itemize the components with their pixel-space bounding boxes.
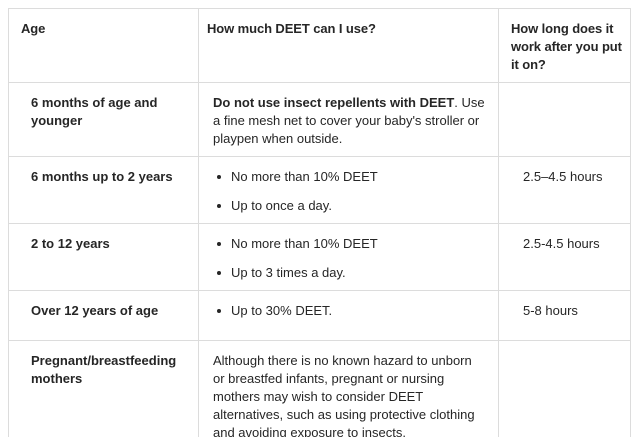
bullet-text: Up to 3 times a day.: [231, 265, 346, 280]
list-item: Up to 30% DEET.: [213, 302, 485, 320]
usage-bullet-list: No more than 10% DEET Up to 3 times a da…: [213, 235, 485, 282]
bullet-icon: [217, 271, 221, 275]
usage-warning-rest: . Use a fine mesh net to cover your baby…: [213, 95, 485, 146]
age-cell: Over 12 years of age: [8, 290, 199, 341]
duration-cell-empty: [498, 82, 631, 157]
column-header-duration: How long does it work after you put it o…: [498, 8, 631, 83]
table-row-infants: 6 months of age and younger Do not use i…: [8, 82, 631, 157]
bullet-text: No more than 10% DEET: [231, 169, 378, 184]
usage-cell: Do not use insect repellents with DEET. …: [198, 82, 499, 157]
usage-bullet-list: Up to 30% DEET.: [213, 302, 485, 320]
list-item: Up to 3 times a day.: [213, 264, 485, 282]
bullet-icon: [217, 242, 221, 246]
usage-warning-bold: Do not use insect repellents with DEET: [213, 95, 455, 110]
bullet-icon: [217, 309, 221, 313]
duration-cell: 5-8 hours: [498, 290, 631, 341]
list-item: No more than 10% DEET: [213, 168, 485, 186]
table-row-6mo-2yr: 6 months up to 2 years No more than 10% …: [8, 156, 631, 224]
header-row: Age How much DEET can I use? How long do…: [8, 8, 631, 83]
age-cell: 6 months up to 2 years: [8, 156, 199, 224]
column-header-age: Age: [8, 8, 199, 83]
duration-cell: 2.5–4.5 hours: [498, 156, 631, 224]
usage-cell: Although there is no known hazard to unb…: [198, 340, 499, 437]
duration-cell-empty: [498, 340, 631, 437]
bullet-icon: [217, 175, 221, 179]
table-row-over-12yr: Over 12 years of age Up to 30% DEET. 5-8…: [8, 290, 631, 341]
usage-cell: No more than 10% DEET Up to once a day.: [198, 156, 499, 224]
bullet-text: Up to once a day.: [231, 198, 332, 213]
usage-bullet-list: No more than 10% DEET Up to once a day.: [213, 168, 485, 215]
age-cell: 2 to 12 years: [8, 223, 199, 291]
usage-cell: No more than 10% DEET Up to 3 times a da…: [198, 223, 499, 291]
age-cell: Pregnant/breastfeeding mothers: [8, 340, 199, 437]
table-row-pregnant: Pregnant/breastfeeding mothers Although …: [8, 340, 631, 437]
table-row-2-12yr: 2 to 12 years No more than 10% DEET Up t…: [8, 223, 631, 291]
list-item: No more than 10% DEET: [213, 235, 485, 253]
bullet-icon: [217, 204, 221, 208]
list-item: Up to once a day.: [213, 197, 485, 215]
deet-guidance-table: Age How much DEET can I use? How long do…: [8, 8, 631, 437]
usage-cell: Up to 30% DEET.: [198, 290, 499, 341]
duration-cell: 2.5-4.5 hours: [498, 223, 631, 291]
column-header-usage: How much DEET can I use?: [198, 8, 499, 83]
age-cell: 6 months of age and younger: [8, 82, 199, 157]
bullet-text: No more than 10% DEET: [231, 236, 378, 251]
bullet-text: Up to 30% DEET.: [231, 303, 333, 318]
